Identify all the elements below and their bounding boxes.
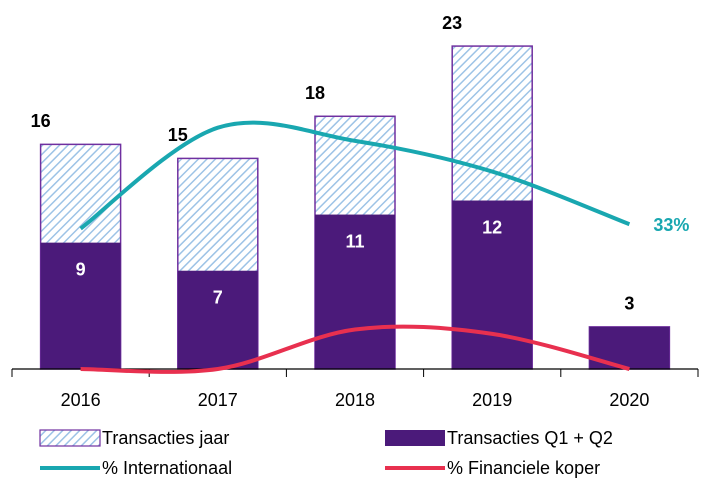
bar-label: 18 bbox=[305, 83, 325, 103]
x-tick-label: 2020 bbox=[609, 390, 649, 410]
legend-label: Transacties Q1 + Q2 bbox=[447, 428, 613, 448]
bar-label: 11 bbox=[345, 231, 364, 251]
bar-label: 9 bbox=[76, 259, 86, 279]
bar bbox=[177, 270, 258, 369]
bar-label: 7 bbox=[213, 287, 223, 307]
x-tick-label: 2018 bbox=[335, 390, 375, 410]
line bbox=[79, 120, 631, 231]
bar bbox=[315, 214, 395, 369]
bar bbox=[40, 242, 121, 369]
legend-swatch bbox=[385, 430, 445, 446]
legend-swatch bbox=[39, 429, 101, 447]
bar-label: 12 bbox=[482, 217, 502, 237]
line bbox=[80, 324, 630, 374]
legend-label: % Financiele koper bbox=[447, 458, 600, 478]
legend-label: % Internationaal bbox=[102, 458, 232, 478]
legend-label: Transacties jaar bbox=[102, 428, 229, 448]
bar-label: 15 bbox=[168, 125, 188, 145]
x-tick-label: 2019 bbox=[472, 390, 512, 410]
x-tick-label: 2016 bbox=[61, 390, 101, 410]
bar-label: 3 bbox=[624, 294, 634, 314]
line-label: 33% bbox=[653, 215, 689, 235]
x-tick-label: 2017 bbox=[198, 390, 238, 410]
bar-label: 23 bbox=[442, 13, 462, 33]
bar-label: 16 bbox=[31, 111, 51, 131]
